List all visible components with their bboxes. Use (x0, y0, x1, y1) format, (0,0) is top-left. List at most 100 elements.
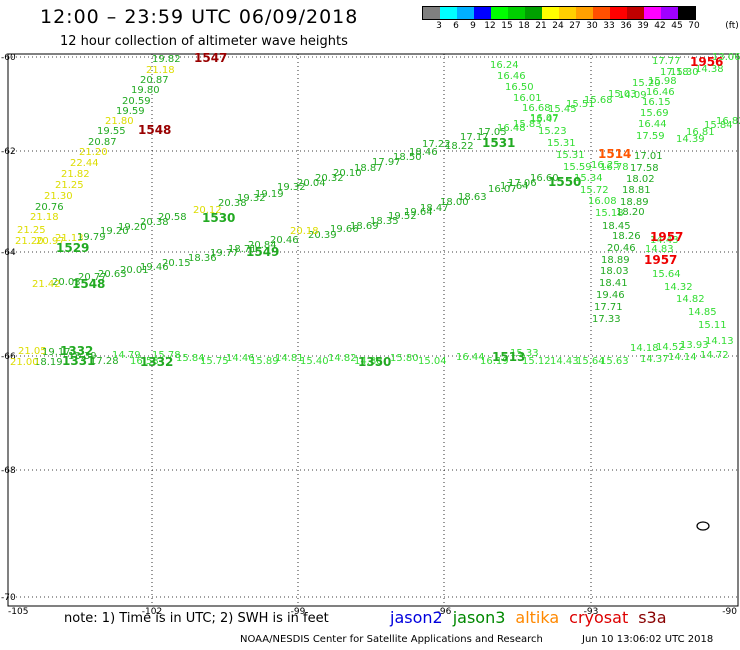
wave-height-label: 15.98 (648, 76, 677, 87)
legend-swatch (525, 7, 542, 19)
wave-height-label: 20.03 (52, 277, 81, 288)
legend-color-bar (422, 6, 696, 20)
wave-height-label: 16.82 (716, 116, 740, 127)
wave-height-label: 16.25 (591, 160, 620, 171)
wave-height-label: 18.19 (34, 357, 63, 368)
wave-height-label: 15.12 (522, 356, 551, 367)
wave-height-label: 14.43 (650, 235, 679, 246)
page-subtitle: 12 hour collection of altimeter wave hei… (60, 34, 348, 49)
credit-line: NOAA/NESDIS Center for Satellite Applica… (240, 634, 543, 645)
wave-height-label: 20.01 (120, 265, 149, 276)
wave-height-label: 15.63 (600, 356, 629, 367)
wave-height-label: 14.52 (656, 342, 685, 353)
wave-height-label: 15.47 (530, 114, 559, 125)
wave-height-label: 15.18 (595, 208, 624, 219)
wave-height-label: 18.71 (228, 244, 257, 255)
wave-height-label: 18.45 (602, 221, 631, 232)
map-frame (7, 53, 739, 607)
wave-height-label: 20.84 (248, 240, 277, 251)
wave-height-label: 14.88 (354, 356, 383, 367)
wave-height-label: 21.13 (55, 233, 84, 244)
wave-height-label: 18.69 (350, 221, 379, 232)
legend-tick-label: 70 (688, 21, 700, 31)
legend-swatch (508, 7, 525, 19)
legend-swatch (491, 7, 508, 19)
lat-tick-label: -62 (1, 147, 16, 157)
wave-height-label: 14.38 (695, 64, 724, 75)
generated-timestamp: Jun 10 13:06:02 UTC 2018 (582, 634, 714, 645)
legend-swatch (627, 7, 644, 19)
pass-time-label: 1550 (548, 175, 581, 189)
wave-height-label: 15.78 (152, 350, 181, 361)
wave-height-label: 15.84 (704, 120, 733, 131)
legend-tick-label: 36 (620, 21, 632, 31)
wave-height-label: 20.39 (308, 230, 337, 241)
legend-unit: (ft) (725, 21, 739, 31)
wave-height-label: 15.89 (250, 356, 279, 367)
wave-height-label: 20.32 (315, 173, 344, 184)
wave-height-label: 21.80 (105, 116, 134, 127)
lat-lon-grid (8, 54, 738, 606)
wave-height-label: 20.18 (290, 226, 319, 237)
wave-height-label: 14.82 (676, 294, 705, 305)
wave-height-label: 16.58 (130, 356, 159, 367)
pass-time-label: 1957 (644, 253, 677, 267)
wave-height-label: 17.22 (422, 139, 451, 150)
wave-height-label: 16.44 (456, 352, 485, 363)
wave-height-label: 16.15 (642, 97, 671, 108)
wave-height-label: 15.64 (576, 356, 605, 367)
wave-height-label: 21.20 (79, 147, 108, 158)
wave-height-label: 14.09 (618, 90, 647, 101)
wave-height-label: 16.78 (600, 162, 629, 173)
legend-swatch (542, 7, 559, 19)
lon-tick-label: -105 (8, 607, 28, 617)
wave-height-label: 14.18 (630, 343, 659, 354)
wave-height-label: 18.20 (616, 207, 645, 218)
wave-height-label: 21.05 (18, 346, 47, 357)
legend-tick-label: 45 (671, 21, 683, 31)
wave-height-label: 20.12 (193, 205, 222, 216)
wave-height-label: 16.46 (497, 71, 526, 82)
wave-height-label: 17.64 (500, 181, 529, 192)
wave-height-label: 18.50 (393, 152, 422, 163)
satellite-cryosat: cryosat (569, 608, 629, 627)
wave-height-label: 17.77 (652, 56, 681, 67)
wave-height-label: 20.76 (35, 202, 64, 213)
wave-height-label: 21.42 (32, 279, 61, 290)
legend-swatch (423, 7, 440, 19)
satellite-jason2: jason2 (390, 608, 443, 627)
legend-tick-label: 39 (637, 21, 649, 31)
wave-height-label: 19.64 (404, 207, 433, 218)
wave-height-label: 21.25 (55, 180, 84, 191)
wave-height-label: 17.71 (594, 302, 623, 313)
wave-height-label: 18.26 (612, 231, 641, 242)
wave-height-label: 17.18 (660, 67, 689, 78)
wave-height-label: 20.46 (270, 235, 299, 246)
wave-height-label: 19.59 (116, 106, 145, 117)
wave-height-label: 20.59 (122, 96, 151, 107)
wave-height-label: 15.84 (176, 353, 205, 364)
legend-tick-label: 3 (436, 21, 442, 31)
wave-height-label: 19.32 (277, 182, 306, 193)
wave-height-label: 14.43 (550, 356, 579, 367)
pass-time-labels: 1547 1548 1530 1529 1549 1548 1531 1550 1514 1957… (56, 51, 723, 369)
wave-height-label: 15.30 (670, 67, 699, 78)
wave-height-label: 15.68 (584, 95, 613, 106)
legend-tick-label: 9 (470, 21, 476, 31)
pass-time-label: 1549 (246, 245, 279, 259)
wave-height-label: 18.35 (370, 216, 399, 227)
wave-height-label: 15.69 (640, 108, 669, 119)
wave-height-label: 18.89 (620, 197, 649, 208)
satellite-jason3: jason3 (452, 608, 506, 627)
wave-height-label: 19.80 (131, 85, 160, 96)
wave-height-label: 19.66 (330, 224, 359, 235)
pass-time-label: 1956 (690, 55, 723, 69)
wave-height-label: 16.44 (638, 119, 667, 130)
wave-height-label: 17.97 (372, 157, 401, 168)
footer-note: note: 1) Time is in UTC; 2) SWH is in fe… (64, 611, 329, 626)
lat-tick-label: -66 (1, 352, 16, 362)
wave-height-label: 20.77 (78, 272, 107, 283)
legend-tick-label: 18 (518, 21, 530, 31)
legend-swatch (559, 7, 576, 19)
